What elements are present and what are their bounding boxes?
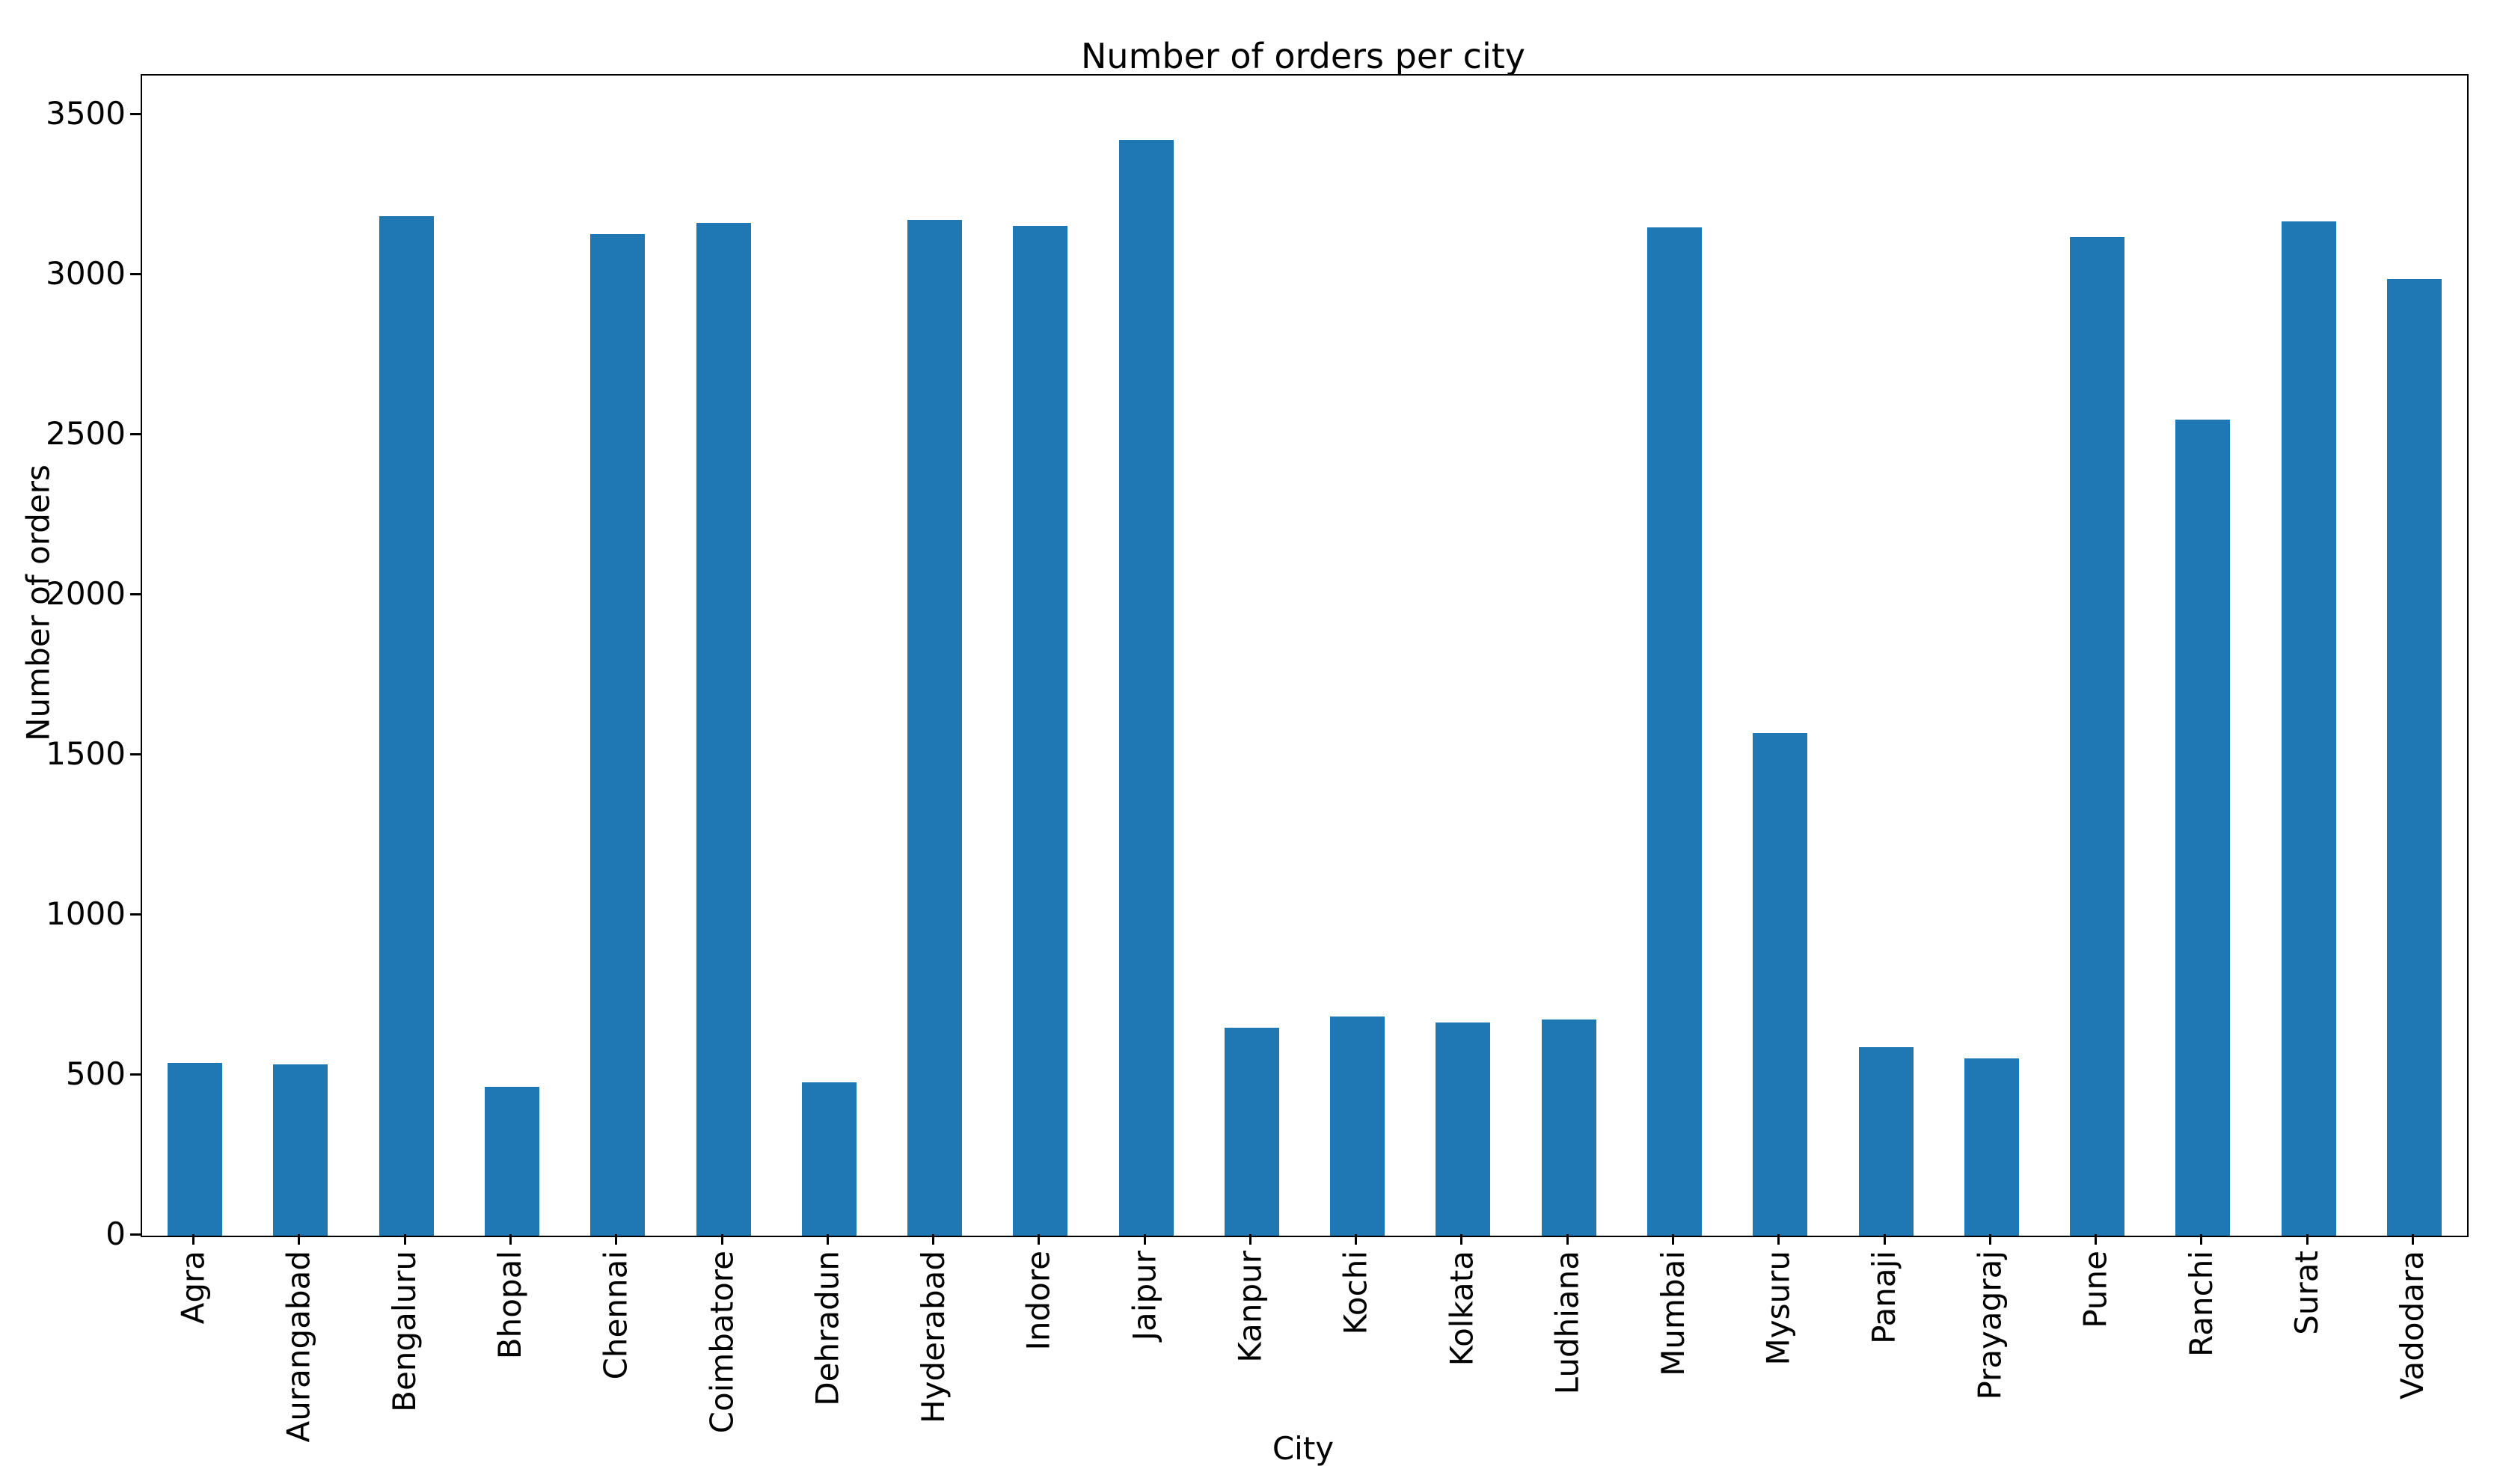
bar-kanpur [1224, 1027, 1279, 1236]
bar-kochi [1330, 1016, 1385, 1236]
bar-bengaluru [379, 216, 434, 1236]
x-tick-label-kochi: Kochi [1337, 1251, 1374, 1335]
x-tick-label-ludhiana: Ludhiana [1548, 1251, 1586, 1395]
x-tick-mark [2411, 1234, 2414, 1245]
x-tick-mark [1355, 1234, 1358, 1245]
bar-aurangabad [273, 1064, 328, 1236]
x-tick-label-panaji: Panaji [1866, 1251, 1902, 1344]
x-tick-mark [2095, 1234, 2098, 1245]
x-tick-mark [1566, 1234, 1569, 1245]
y-tick-label: 1500 [46, 735, 126, 773]
y-tick-mark [130, 752, 141, 755]
y-tick-label: 1000 [46, 895, 126, 933]
y-tick-label: 2000 [46, 575, 126, 613]
y-tick-mark [130, 272, 141, 275]
x-tick-label-coimbatore: Coimbatore [703, 1251, 740, 1434]
x-tick-label-indore: Indore [1020, 1251, 1057, 1351]
x-tick-label-kanpur: Kanpur [1231, 1251, 1269, 1363]
x-tick-label-pune: Pune [2077, 1251, 2114, 1328]
bar-chennai [590, 233, 646, 1236]
y-tick-label: 0 [105, 1215, 126, 1252]
bar-ranchi [2175, 419, 2231, 1236]
x-axis-label: City [1272, 1430, 1335, 1467]
x-tick-label-chennai: Chennai [597, 1251, 634, 1380]
y-tick-mark [130, 592, 141, 595]
plot-area [141, 74, 2469, 1237]
y-tick-mark [130, 432, 141, 435]
x-tick-mark [1249, 1234, 1252, 1245]
x-tick-mark [932, 1234, 935, 1245]
y-tick-label: 3000 [46, 255, 126, 292]
bar-hyderabad [907, 219, 963, 1236]
y-tick-label: 500 [65, 1055, 126, 1093]
x-tick-mark [615, 1234, 618, 1245]
x-tick-mark [1038, 1234, 1041, 1245]
x-tick-mark [2306, 1234, 2309, 1245]
x-tick-label-mysuru: Mysuru [1759, 1251, 1797, 1366]
bar-kolkata [1436, 1022, 1491, 1236]
x-tick-label-bengaluru: Bengaluru [386, 1251, 423, 1412]
x-tick-label-mumbai: Mumbai [1654, 1251, 1691, 1376]
x-tick-label-vadodara: Vadodara [2394, 1251, 2431, 1399]
x-tick-mark [1988, 1234, 1991, 1245]
bar-jaipur [1118, 139, 1174, 1236]
x-tick-mark [2200, 1234, 2203, 1245]
bar-bhopal [484, 1087, 539, 1236]
x-tick-label-prayagraj: Prayagraj [1971, 1251, 2009, 1400]
chart-title: Number of orders per city [1081, 36, 1525, 76]
bar-mumbai [1646, 227, 1702, 1236]
x-tick-label-surat: Surat [2288, 1251, 2326, 1335]
y-tick-mark [130, 1073, 141, 1076]
x-tick-label-jaipur: Jaipur [1126, 1251, 1163, 1341]
bar-surat [2281, 221, 2336, 1236]
x-tick-mark [1460, 1234, 1463, 1245]
x-tick-label-aurangabad: Aurangabad [280, 1251, 317, 1443]
x-tick-label-dehradun: Dehradun [809, 1251, 846, 1406]
bar-ludhiana [1541, 1020, 1596, 1236]
x-tick-mark [509, 1234, 512, 1245]
bar-prayagraj [1964, 1058, 2019, 1236]
x-tick-mark [1671, 1234, 1674, 1245]
bar-vadodara [2386, 278, 2442, 1236]
y-tick-label: 2500 [46, 415, 126, 453]
x-tick-mark [1883, 1234, 1886, 1245]
x-tick-label-hyderabad: Hyderabad [914, 1251, 952, 1423]
x-tick-mark [1143, 1234, 1146, 1245]
bar-agra [168, 1062, 223, 1236]
y-tick-label: 3500 [46, 95, 126, 132]
x-tick-label-ranchi: Ranchi [2182, 1251, 2219, 1357]
y-tick-mark [130, 112, 141, 115]
bar-mysuru [1753, 733, 1808, 1236]
x-tick-mark [298, 1234, 301, 1245]
bar-pune [2070, 237, 2125, 1236]
y-tick-mark [130, 1233, 141, 1236]
bar-coimbatore [696, 222, 751, 1236]
y-tick-mark [130, 913, 141, 916]
x-tick-mark [403, 1234, 406, 1245]
x-tick-label-kolkata: Kolkata [1442, 1251, 1480, 1367]
x-tick-mark [826, 1234, 829, 1245]
bar-dehradun [801, 1082, 857, 1236]
x-tick-mark [1777, 1234, 1780, 1245]
x-tick-mark [720, 1234, 723, 1245]
x-tick-label-bhopal: Bhopal [491, 1251, 529, 1360]
x-tick-mark [192, 1234, 195, 1245]
bar-panaji [1858, 1046, 1914, 1236]
x-tick-label-agra: Agra [174, 1251, 212, 1325]
bar-indore [1013, 226, 1068, 1236]
